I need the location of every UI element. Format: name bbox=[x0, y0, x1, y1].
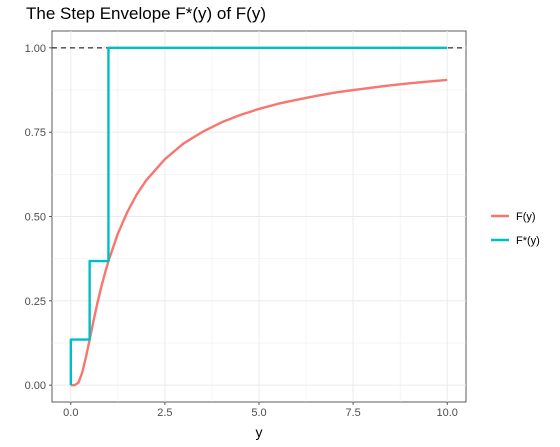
x-axis-ticks: 0.0 2.5 5.0 7.5 10.0 bbox=[63, 402, 458, 419]
y-axis-ticks: 0.00 0.25 0.50 0.75 1.00 bbox=[25, 43, 52, 392]
y-tick-label: 0.50 bbox=[25, 212, 46, 224]
x-tick-label: 7.5 bbox=[345, 407, 360, 419]
x-tick-label: 2.5 bbox=[157, 407, 172, 419]
legend-label-F: F(y) bbox=[516, 211, 536, 223]
y-tick-label: 1.00 bbox=[25, 43, 46, 55]
x-tick-label: 5.0 bbox=[251, 407, 266, 419]
x-axis-title: y bbox=[256, 424, 263, 440]
series-line-F-star bbox=[69, 46, 448, 386]
x-tick-label: 0.0 bbox=[63, 407, 78, 419]
y-tick-label: 0.25 bbox=[25, 296, 46, 308]
series-group bbox=[69, 46, 448, 387]
y-tick-label: 0.75 bbox=[25, 127, 46, 139]
chart-title: The Step Envelope F*(y) of F(y) bbox=[26, 4, 266, 23]
legend-label-F-star: F*(y) bbox=[516, 235, 540, 247]
x-tick-label: 10.0 bbox=[436, 407, 457, 419]
y-tick-label: 0.00 bbox=[25, 380, 46, 392]
legend: F(y) F*(y) bbox=[491, 211, 540, 247]
